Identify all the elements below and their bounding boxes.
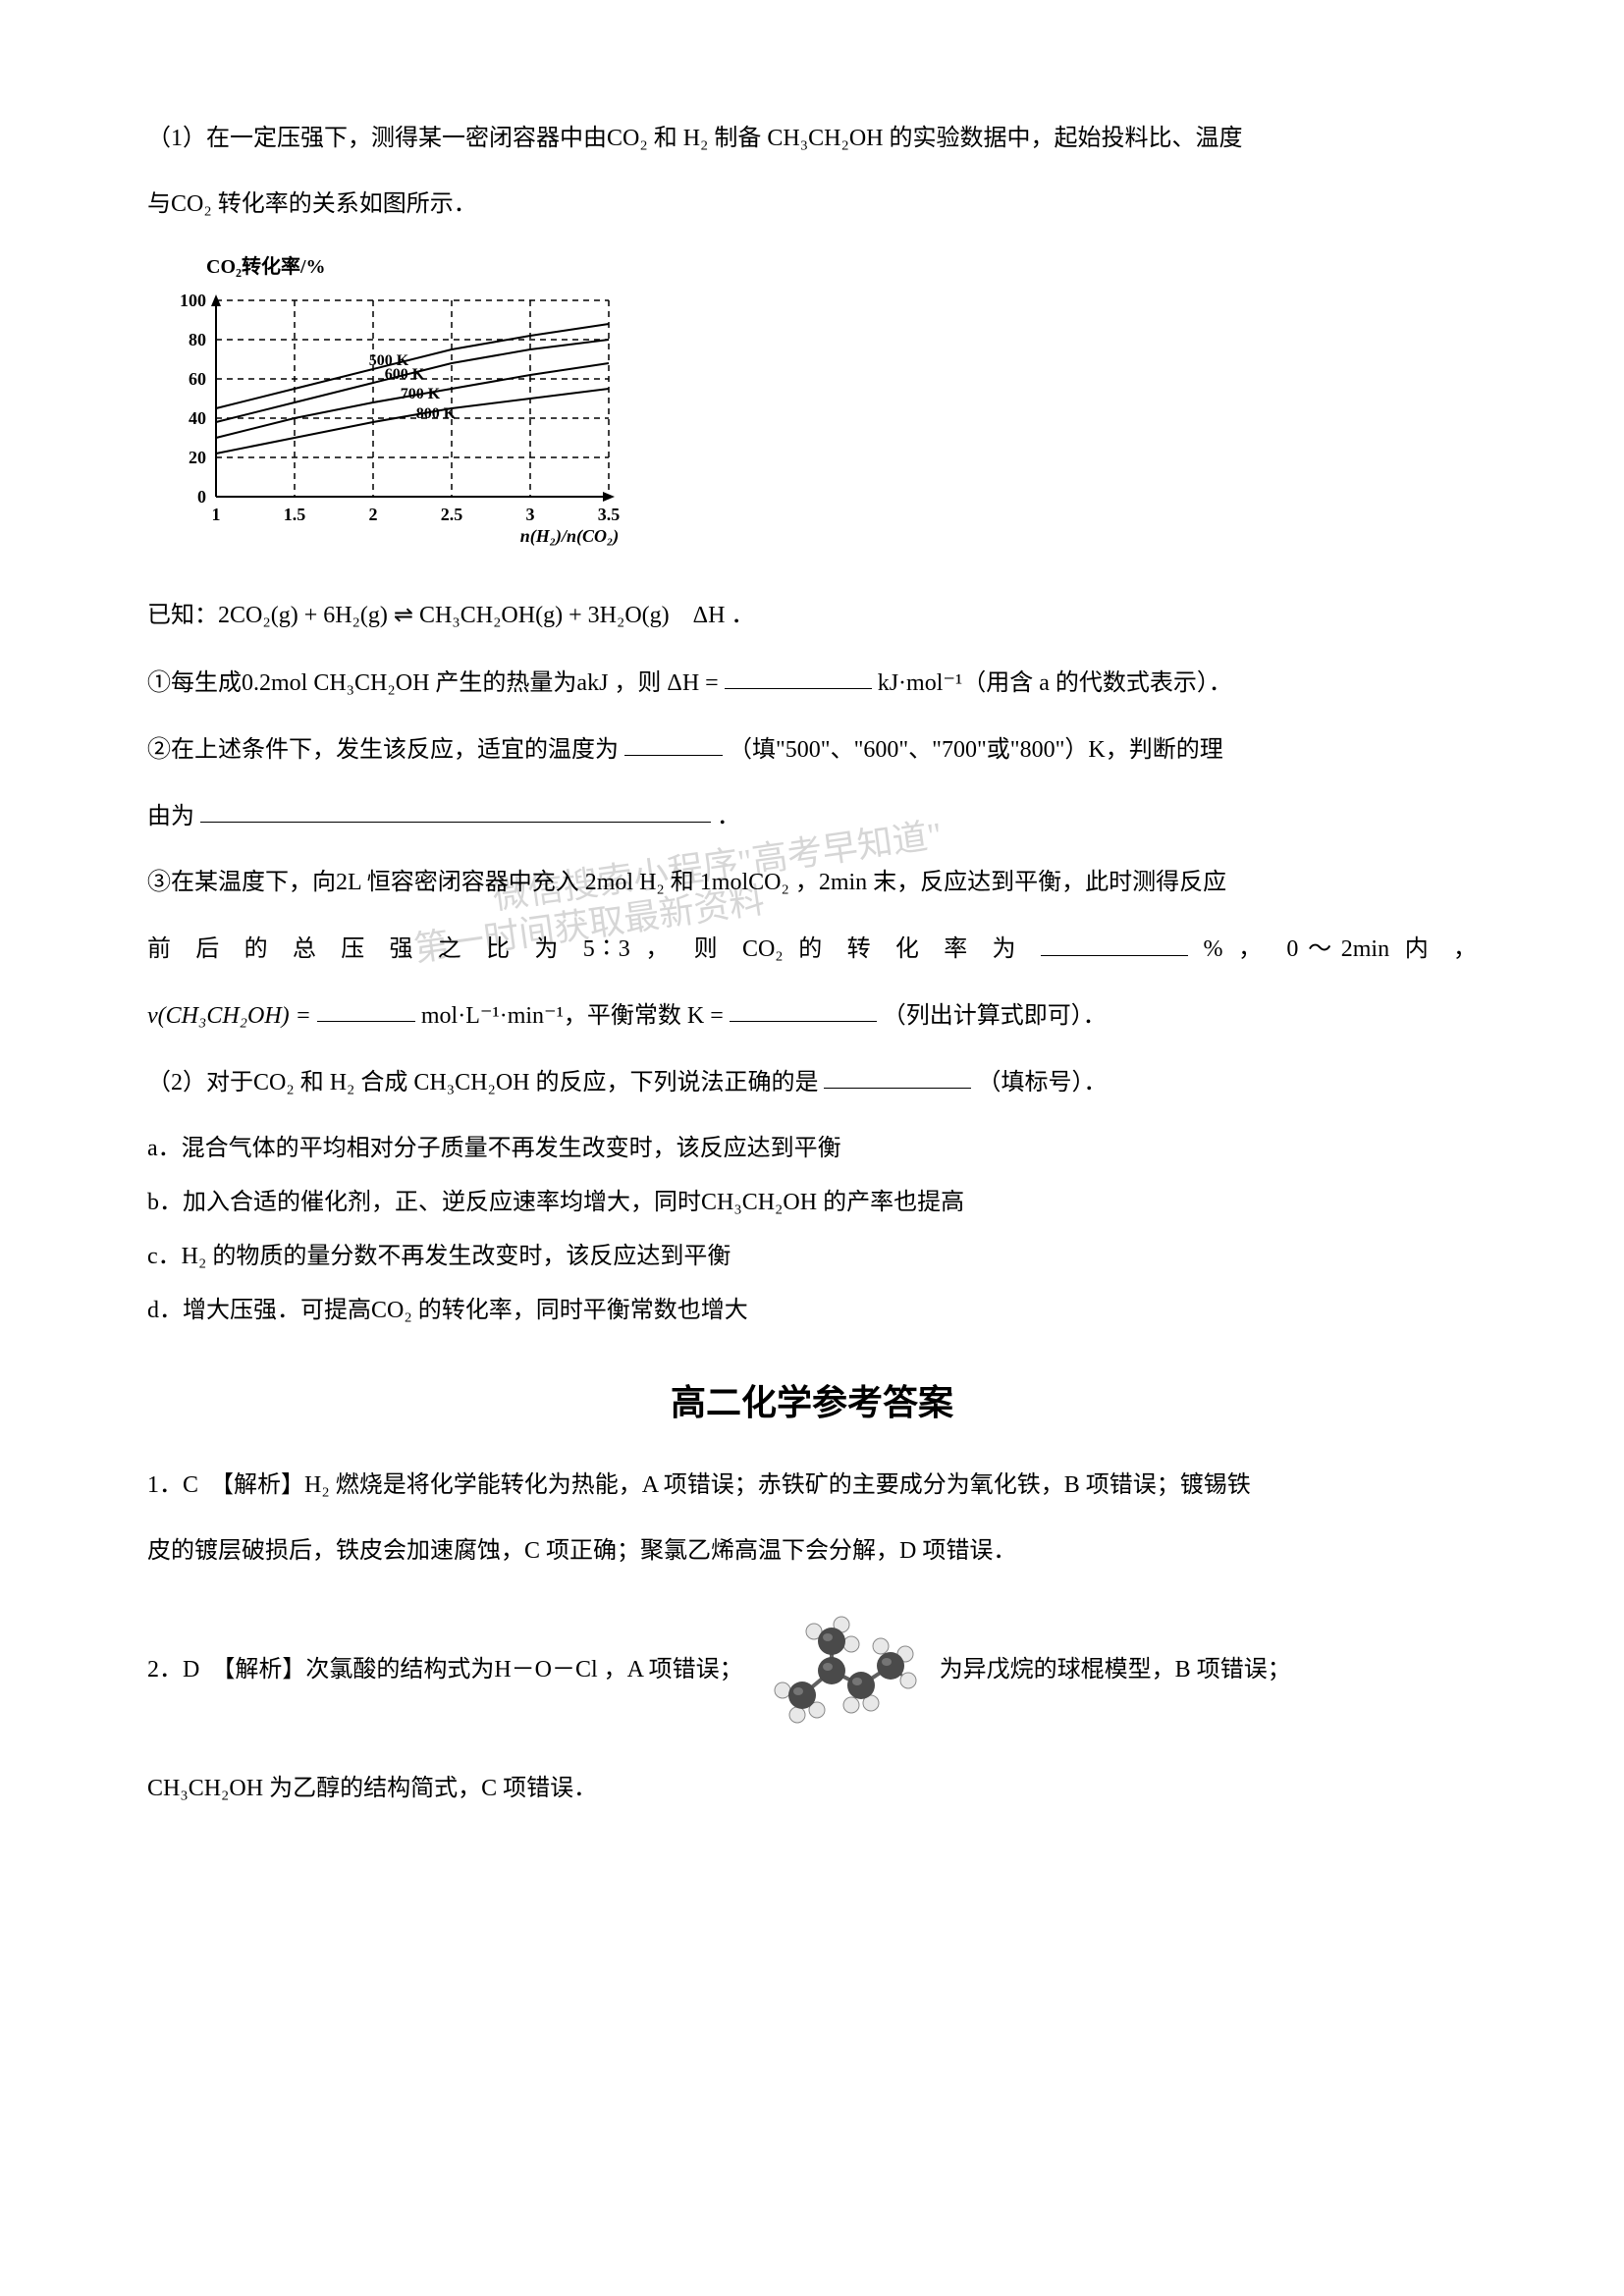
subq-1-3b-pre: 前 后 的 总 压 强 之 比 为 5∶3 ， 则 CO₂ 的 转 化 率 为 — [147, 936, 1025, 962]
blank-reason — [200, 795, 711, 824]
subq-1-2b: 由为 ． — [147, 795, 1477, 838]
q2-option-b: b．加入合适的催化剂，正、逆反应速率均增大，同时CH₃CH₂OH 的产率也提高 — [147, 1182, 1477, 1224]
svg-text:1: 1 — [212, 505, 221, 524]
svg-text:20: 20 — [189, 448, 206, 467]
subq-1-3c-unit: mol·L⁻¹·min⁻¹，平衡常数 K = — [421, 1002, 724, 1028]
svg-text:2: 2 — [369, 505, 378, 524]
answer-2-post: 为异戊烷的球棍模型，B 项错误； — [940, 1649, 1291, 1691]
subq-1-3b: 前 后 的 总 压 强 之 比 为 5∶3 ， 则 CO₂ 的 转 化 率 为 … — [147, 928, 1477, 971]
svg-text:40: 40 — [189, 408, 206, 428]
q2-option-a: a．混合气体的平均相对分子质量不再发生改变时，该反应达到平衡 — [147, 1128, 1477, 1170]
q2-stem: （2）对于CO₂ 和 H₂ 合成 CH₃CH₂OH 的反应，下列说法正确的是 （… — [147, 1061, 1477, 1104]
blank-K — [730, 994, 877, 1023]
svg-text:3: 3 — [526, 505, 535, 524]
blank-deltaH — [725, 662, 872, 690]
answer-section-title: 高二化学参考答案 — [147, 1371, 1477, 1435]
answer-2-line2: CH₃CH₂OH 为乙醇的结构简式，C 项错误． — [147, 1768, 1477, 1810]
answer-2-row: 2．D 【解析】次氯酸的结构式为H－O－Cl ，A 项错误； 为异戊烷的球棍模型… — [147, 1597, 1477, 1744]
q2-option-d: d．增大压强．可提高CO₂ 的转化率，同时平衡常数也增大 — [147, 1290, 1477, 1332]
svg-text:1.5: 1.5 — [284, 505, 306, 524]
svg-text:600 K: 600 K — [385, 366, 425, 383]
svg-text:80: 80 — [189, 330, 206, 349]
answer-2-pre: 2．D 【解析】次氯酸的结构式为H－O－Cl ，A 项错误； — [147, 1649, 743, 1691]
blank-temperature — [624, 728, 723, 757]
chart-title: CO₂转化率/% — [206, 249, 1477, 285]
subq-1-1-suffix: kJ·mol⁻¹（用含 a 的代数式表示）． — [878, 669, 1232, 695]
svg-text:60: 60 — [189, 369, 206, 389]
blank-q2 — [824, 1061, 971, 1090]
subq-1-3b-mid: % ， 0～2min 内 ， — [1203, 936, 1477, 962]
subq-1-3c-pre: v(CH₃CH₂OH) = — [147, 1002, 311, 1028]
q2-stem-end: （填标号）． — [977, 1069, 1107, 1095]
svg-text:100: 100 — [180, 291, 206, 310]
q2-option-c: c．H₂ 的物质的量分数不再发生改变时，该反应达到平衡 — [147, 1236, 1477, 1278]
subq-1-3c: v(CH₃CH₂OH) = mol·L⁻¹·min⁻¹，平衡常数 K = （列出… — [147, 994, 1477, 1038]
subq-1-2a-text: ②在上述条件下，发生该反应，适宜的温度为 — [147, 736, 619, 762]
subq-1-2b-end: ． — [717, 803, 740, 828]
blank-conversion — [1041, 928, 1188, 956]
subq-1-1: ①每生成0.2mol CH₃CH₂OH 产生的热量为akJ ，则 ΔH = kJ… — [147, 662, 1477, 705]
subq-1-1-text: ①每生成0.2mol CH₃CH₂OH 产生的热量为akJ ，则 ΔH = — [147, 669, 719, 695]
q1-intro-line2: 与CO₂ 转化率的关系如图所示． — [147, 184, 1477, 226]
answer-1-line2: 皮的镀层破损后，铁皮会加速腐蚀，C 项正确；聚氯乙烯高温下会分解，D 项错误． — [147, 1530, 1477, 1573]
svg-text:3.5: 3.5 — [598, 505, 621, 524]
equilibrium-equation: 已知：2CO₂(g) + 6H₂(g) ⇌ CH₃CH₂OH(g) + 3H₂O… — [147, 595, 1477, 637]
subq-1-2b-text: 由为 — [147, 803, 194, 828]
subq-1-3c-end: （列出计算式即可）． — [883, 1002, 1107, 1028]
q2-stem-text: （2）对于CO₂ 和 H₂ 合成 CH₃CH₂OH 的反应，下列说法正确的是 — [147, 1069, 818, 1095]
subq-1-2a-hint: （填"500"、"600"、"700"或"800"）K，判断的理 — [729, 736, 1223, 762]
svg-text:2.5: 2.5 — [441, 505, 463, 524]
svg-text:800 K: 800 K — [416, 405, 457, 422]
q1-intro-line1: （1）在一定压强下，测得某一密闭容器中由CO₂ 和 H₂ 制备 CH₃CH₂OH… — [147, 118, 1477, 160]
svg-text:700 K: 700 K — [401, 386, 441, 402]
conversion-rate-chart: 02040608010011.522.533.5500 K600 K700 K8… — [157, 291, 628, 565]
svg-text:n(H₂)/n(CO₂): n(H₂)/n(CO₂) — [520, 526, 620, 546]
subq-1-2a: ②在上述条件下，发生该反应，适宜的温度为 （填"500"、"600"、"700"… — [147, 728, 1477, 772]
molecule-ballstick-icon — [743, 1597, 940, 1744]
svg-text:0: 0 — [197, 487, 206, 507]
chart-section: CO₂转化率/% 02040608010011.522.533.5500 K60… — [147, 249, 1477, 565]
blank-rate — [317, 994, 415, 1023]
content-area: （1）在一定压强下，测得某一密闭容器中由CO₂ 和 H₂ 制备 CH₃CH₂OH… — [147, 118, 1477, 1810]
answer-1-line1: 1．C 【解析】H₂ 燃烧是将化学能转化为热能，A 项错误；赤铁矿的主要成分为氧… — [147, 1465, 1477, 1507]
subq-1-3a: ③在某温度下，向2L 恒容密闭容器中充入 2mol H₂ 和 1molCO₂ ，… — [147, 862, 1477, 904]
